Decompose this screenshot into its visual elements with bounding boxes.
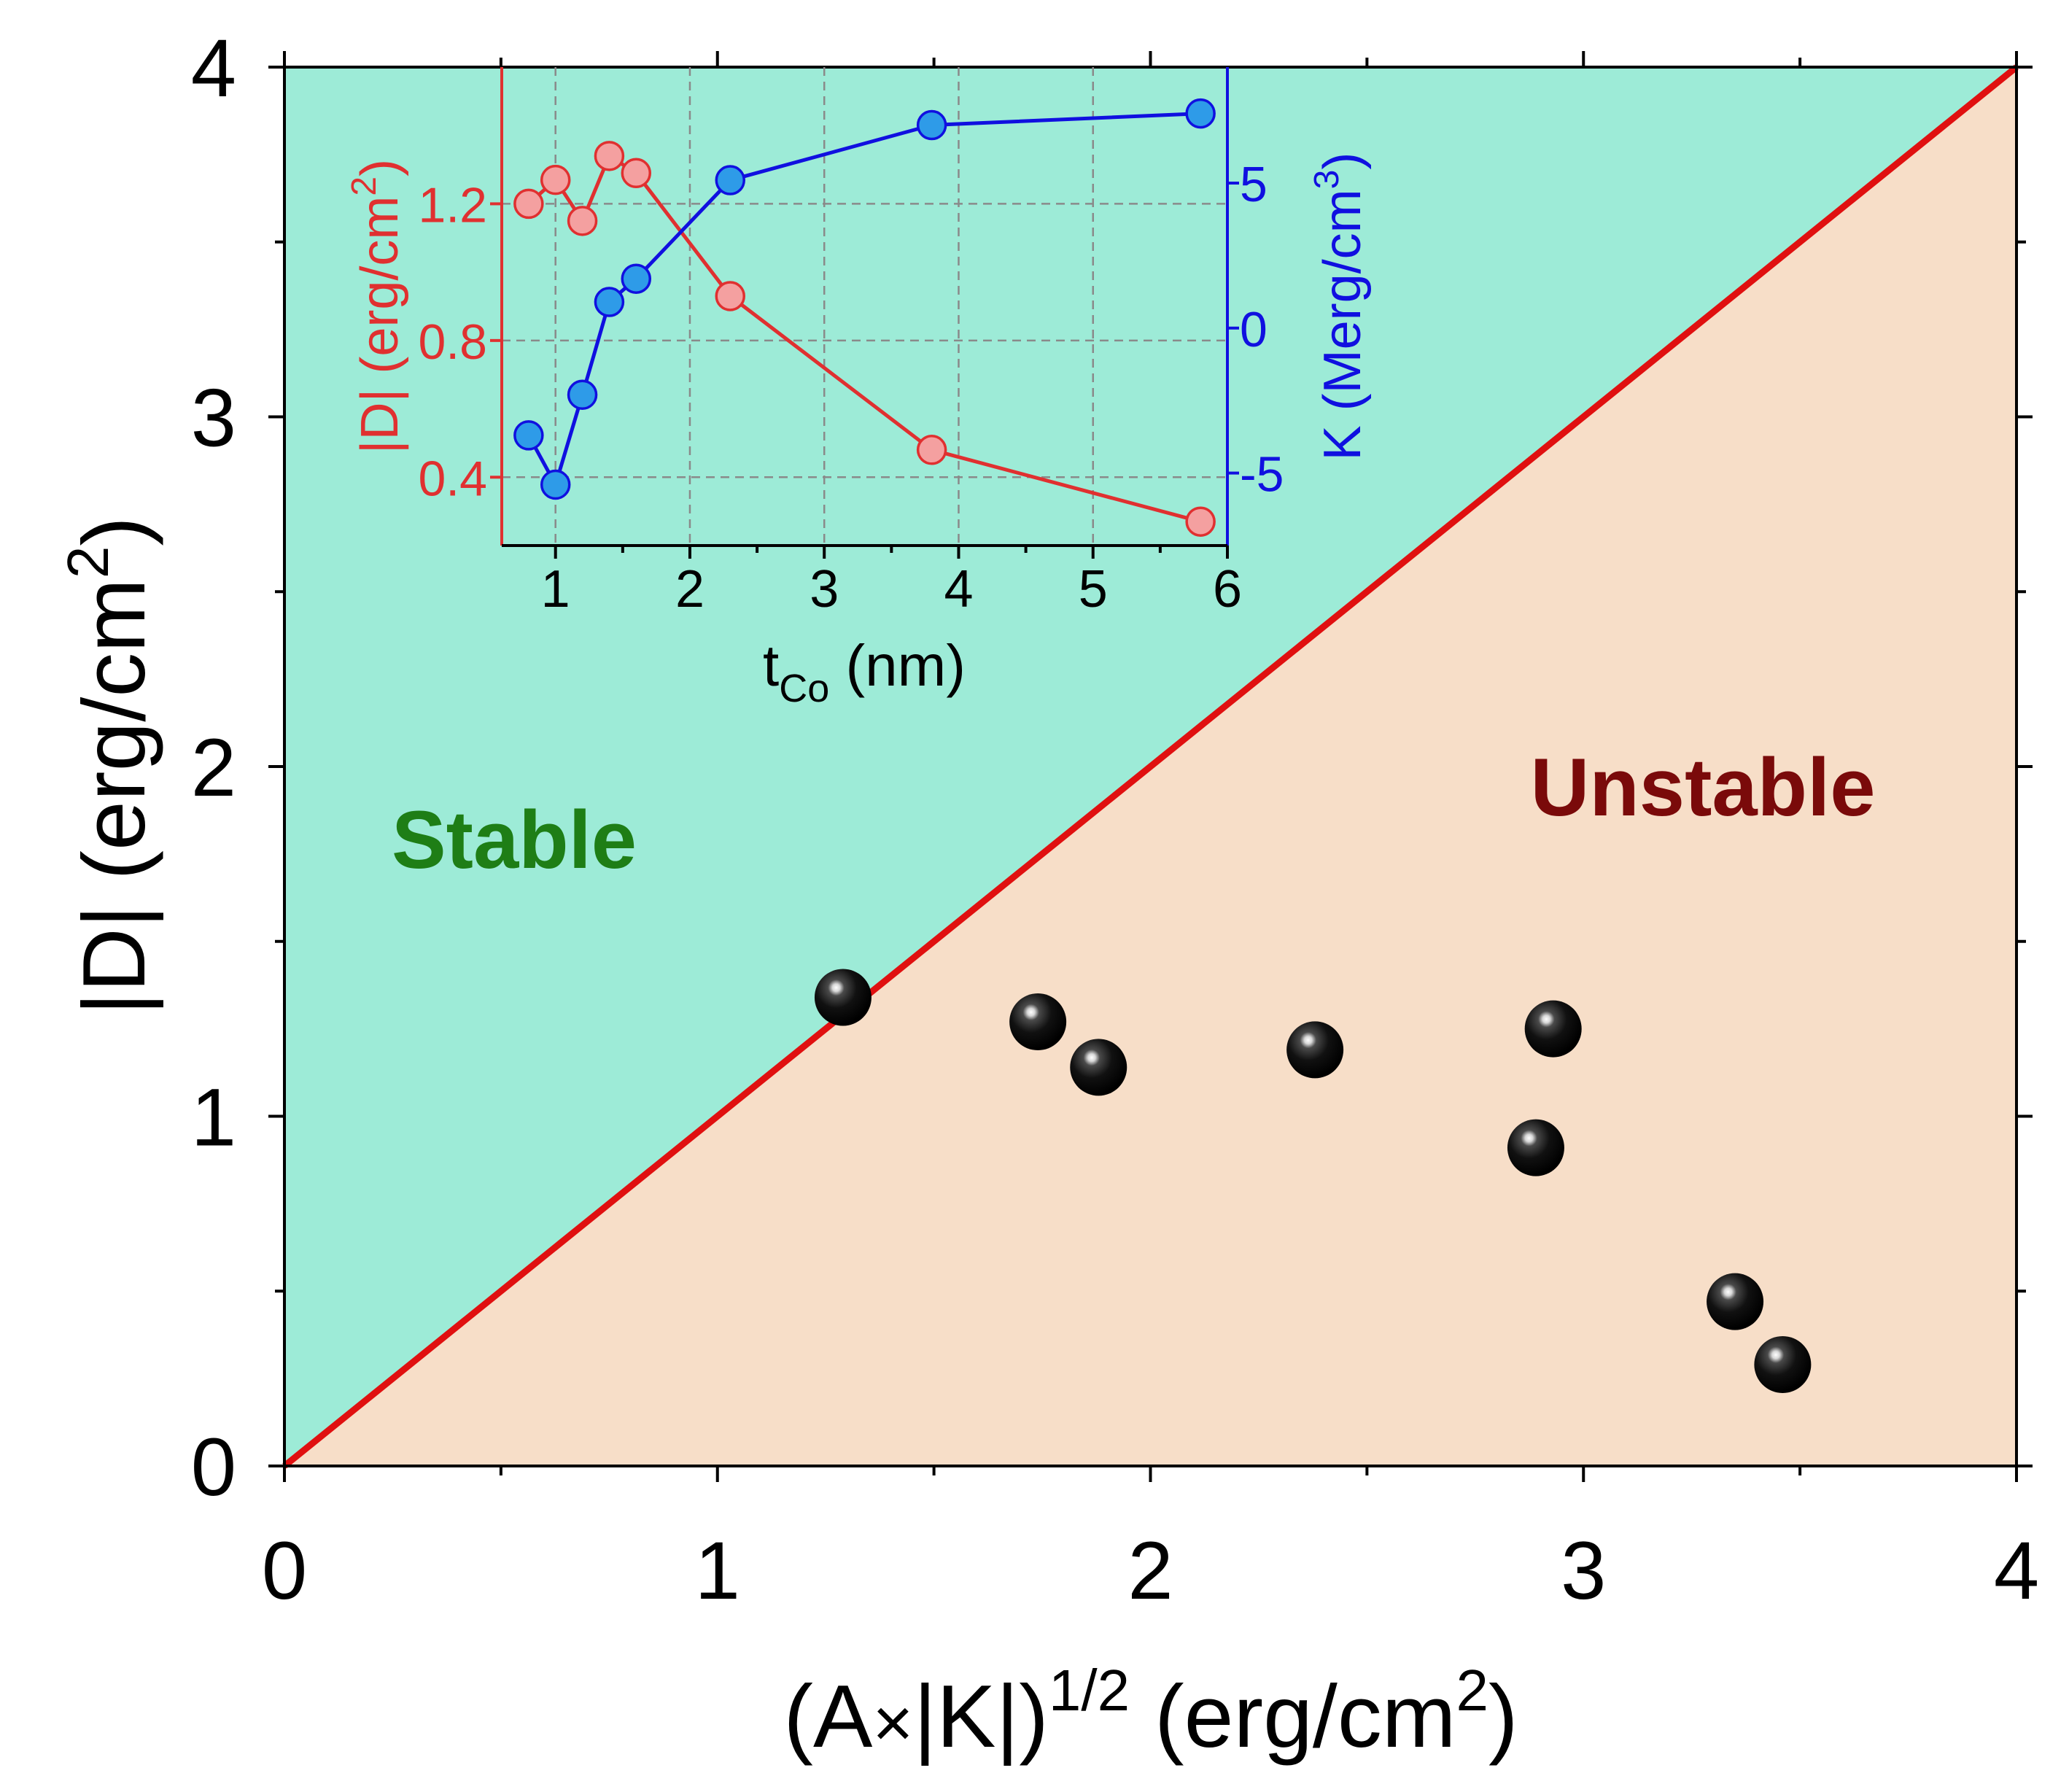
x-tick-label: 3 bbox=[1561, 1525, 1606, 1616]
x-axis-title-times: × bbox=[872, 1684, 913, 1762]
inset-d-point bbox=[513, 188, 544, 220]
inset-k-point bbox=[540, 469, 571, 500]
inset-right-title-part: ) bbox=[1313, 152, 1372, 170]
inset-left-tick-label: 0.4 bbox=[418, 451, 487, 506]
inset-k-point bbox=[1185, 98, 1216, 129]
inset-d-point bbox=[567, 206, 598, 236]
inset-left-title-part: ) bbox=[351, 159, 409, 177]
inset-left-title-sup: 2 bbox=[345, 177, 384, 196]
x-axis-title-sup: 2 bbox=[1456, 1658, 1488, 1723]
y-tick-label: 0 bbox=[191, 1421, 236, 1513]
inset-x-tick-label: 4 bbox=[944, 560, 973, 618]
inset-d-point bbox=[621, 158, 652, 189]
inset-x-tick-label: 6 bbox=[1213, 560, 1242, 618]
inset-k-point bbox=[594, 287, 625, 317]
x-axis-title-unit: (erg/cm bbox=[1130, 1667, 1456, 1766]
y-axis-title-part: ) bbox=[64, 516, 163, 546]
inset-x-axis-title: tCo (nm) bbox=[763, 633, 966, 710]
inset-k-point bbox=[621, 263, 652, 294]
inset-x-title-part: (nm) bbox=[829, 633, 966, 698]
x-tick-label: 4 bbox=[1994, 1525, 2039, 1616]
inset-d-point bbox=[916, 435, 947, 465]
inset-right-title-part: K (Merg/cm bbox=[1313, 189, 1372, 460]
inset-x-title-sub: Co bbox=[779, 667, 829, 710]
inset-x-tick-label: 5 bbox=[1079, 560, 1108, 618]
y-tick-label: 1 bbox=[191, 1072, 236, 1163]
inset-d-point bbox=[540, 164, 571, 195]
inset-right-tick-label: 0 bbox=[1240, 302, 1268, 357]
inset-d-point bbox=[715, 281, 745, 311]
inset-left-axis-title: |D| (erg/cm2) bbox=[345, 159, 409, 454]
x-axis-title-sup: 1/2 bbox=[1049, 1658, 1130, 1723]
inset-right-axis-title: K (Merg/cm3) bbox=[1308, 152, 1372, 461]
data-point bbox=[1524, 1000, 1582, 1058]
data-point bbox=[1754, 1335, 1812, 1393]
stable-region-label: Stable bbox=[392, 794, 637, 885]
data-point bbox=[1707, 1273, 1764, 1330]
inset-right-tick-label: 5 bbox=[1240, 157, 1268, 212]
inset-x-tick-label: 2 bbox=[675, 560, 704, 618]
x-tick-label: 0 bbox=[262, 1525, 307, 1616]
x-tick-label: 1 bbox=[695, 1525, 740, 1616]
inset-right-tick-label: -5 bbox=[1240, 447, 1284, 503]
data-point bbox=[1286, 1021, 1344, 1079]
y-tick-label: 4 bbox=[191, 23, 236, 114]
inset-k-series-line bbox=[527, 112, 1201, 489]
inset-left-tick-label: 0.8 bbox=[418, 314, 487, 370]
inset-d-point bbox=[1185, 506, 1216, 537]
x-tick-label: 2 bbox=[1127, 1525, 1173, 1616]
x-axis-title-unit: ) bbox=[1488, 1667, 1518, 1766]
inset-left-tick-label: 1.2 bbox=[418, 177, 487, 233]
x-axis-title-part: (A bbox=[783, 1667, 873, 1766]
x-axis-title-part: |K|) bbox=[913, 1667, 1048, 1766]
data-point bbox=[1507, 1119, 1564, 1176]
x-axis-title: (A×|K|)1/2 (erg/cm2) bbox=[783, 1658, 1518, 1766]
stability-boundary-line bbox=[282, 64, 2019, 1469]
inset-left-title-part: |D| (erg/cm bbox=[351, 196, 409, 454]
inset-x-title-part: t bbox=[763, 633, 779, 698]
inset-d-point bbox=[594, 141, 625, 171]
y-axis-title-sup: 2 bbox=[55, 546, 120, 579]
inset-k-point bbox=[916, 109, 947, 141]
data-point bbox=[1070, 1039, 1127, 1096]
inset-x-tick-label: 3 bbox=[810, 560, 839, 618]
inset-k-point bbox=[567, 379, 598, 411]
inset-right-title-sup: 3 bbox=[1308, 170, 1346, 190]
data-point bbox=[1009, 993, 1067, 1051]
inset-x-tick-label: 1 bbox=[541, 560, 570, 618]
unstable-region-label: Unstable bbox=[1531, 742, 1876, 833]
inset-k-point bbox=[715, 165, 745, 195]
data-point bbox=[814, 969, 872, 1026]
y-axis-title-part: |D| (erg/cm bbox=[64, 578, 163, 1015]
y-tick-label: 3 bbox=[191, 373, 236, 464]
y-tick-label: 2 bbox=[191, 722, 236, 813]
y-axis-title: |D| (erg/cm2) bbox=[55, 516, 163, 1015]
inset-k-point bbox=[513, 420, 544, 451]
